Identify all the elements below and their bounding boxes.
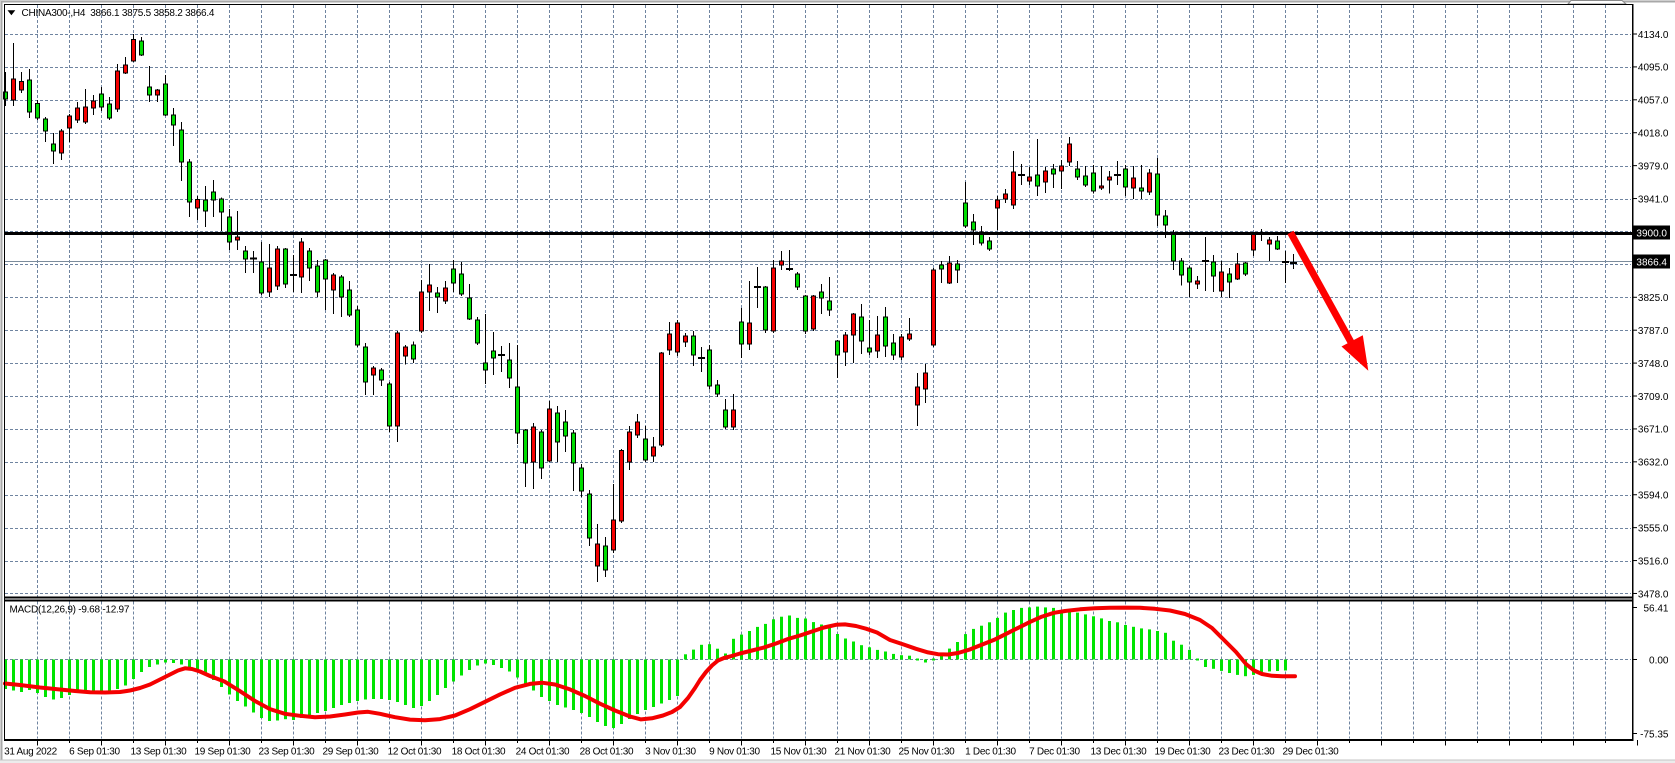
svg-text:3632.0: 3632.0 bbox=[1638, 458, 1669, 469]
svg-text:24 Oct 01:30: 24 Oct 01:30 bbox=[516, 747, 570, 758]
svg-text:3787.0: 3787.0 bbox=[1638, 326, 1669, 337]
svg-text:0.00: 0.00 bbox=[1649, 655, 1669, 666]
svg-text:29 Dec 01:30: 29 Dec 01:30 bbox=[1283, 747, 1340, 758]
svg-text:MACD(12,26,9) -9.68 -12.97: MACD(12,26,9) -9.68 -12.97 bbox=[10, 605, 130, 616]
svg-text:9 Nov 01:30: 9 Nov 01:30 bbox=[709, 747, 760, 758]
svg-text:56.41: 56.41 bbox=[1643, 603, 1668, 614]
svg-text:15 Nov 01:30: 15 Nov 01:30 bbox=[771, 747, 828, 758]
svg-text:3594.0: 3594.0 bbox=[1638, 491, 1669, 502]
svg-text:3 Nov 01:30: 3 Nov 01:30 bbox=[645, 747, 696, 758]
svg-text:31 Aug 2022: 31 Aug 2022 bbox=[4, 747, 58, 758]
svg-text:1 Dec 01:30: 1 Dec 01:30 bbox=[965, 747, 1016, 758]
svg-text:3866.4: 3866.4 bbox=[1636, 257, 1667, 268]
svg-text:3900.0: 3900.0 bbox=[1636, 228, 1667, 239]
svg-text:3979.0: 3979.0 bbox=[1638, 161, 1669, 172]
svg-text:3709.0: 3709.0 bbox=[1638, 392, 1669, 403]
svg-text:-75.35: -75.35 bbox=[1640, 729, 1669, 740]
svg-text:4095.0: 4095.0 bbox=[1638, 63, 1669, 74]
svg-text:CHINA300-,H4 3866.1 3875.5 38: CHINA300-,H4 3866.1 3875.5 3858.2 3866.4 bbox=[22, 8, 215, 19]
svg-text:4018.0: 4018.0 bbox=[1638, 129, 1669, 140]
svg-text:12 Oct 01:30: 12 Oct 01:30 bbox=[388, 747, 442, 758]
svg-text:25 Nov 01:30: 25 Nov 01:30 bbox=[899, 747, 956, 758]
svg-text:3671.0: 3671.0 bbox=[1638, 425, 1669, 436]
svg-text:19 Dec 01:30: 19 Dec 01:30 bbox=[1155, 747, 1212, 758]
svg-text:13 Dec 01:30: 13 Dec 01:30 bbox=[1091, 747, 1148, 758]
svg-text:28 Oct 01:30: 28 Oct 01:30 bbox=[580, 747, 634, 758]
svg-text:3941.0: 3941.0 bbox=[1638, 194, 1669, 205]
svg-text:4057.0: 4057.0 bbox=[1638, 96, 1669, 107]
svg-text:23 Dec 01:30: 23 Dec 01:30 bbox=[1219, 747, 1276, 758]
svg-text:3516.0: 3516.0 bbox=[1638, 556, 1669, 567]
svg-text:23 Sep 01:30: 23 Sep 01:30 bbox=[259, 747, 316, 758]
svg-text:29 Sep 01:30: 29 Sep 01:30 bbox=[323, 747, 380, 758]
svg-text:3748.0: 3748.0 bbox=[1638, 359, 1669, 370]
svg-text:3478.0: 3478.0 bbox=[1638, 589, 1669, 600]
svg-text:21 Nov 01:30: 21 Nov 01:30 bbox=[835, 747, 892, 758]
svg-text:19 Sep 01:30: 19 Sep 01:30 bbox=[195, 747, 252, 758]
svg-text:7 Dec 01:30: 7 Dec 01:30 bbox=[1029, 747, 1080, 758]
svg-text:3825.0: 3825.0 bbox=[1638, 293, 1669, 304]
svg-text:6 Sep 01:30: 6 Sep 01:30 bbox=[69, 747, 120, 758]
svg-text:13 Sep 01:30: 13 Sep 01:30 bbox=[131, 747, 188, 758]
svg-text:18 Oct 01:30: 18 Oct 01:30 bbox=[452, 747, 506, 758]
svg-text:4134.0: 4134.0 bbox=[1638, 30, 1669, 41]
svg-text:3555.0: 3555.0 bbox=[1638, 523, 1669, 534]
